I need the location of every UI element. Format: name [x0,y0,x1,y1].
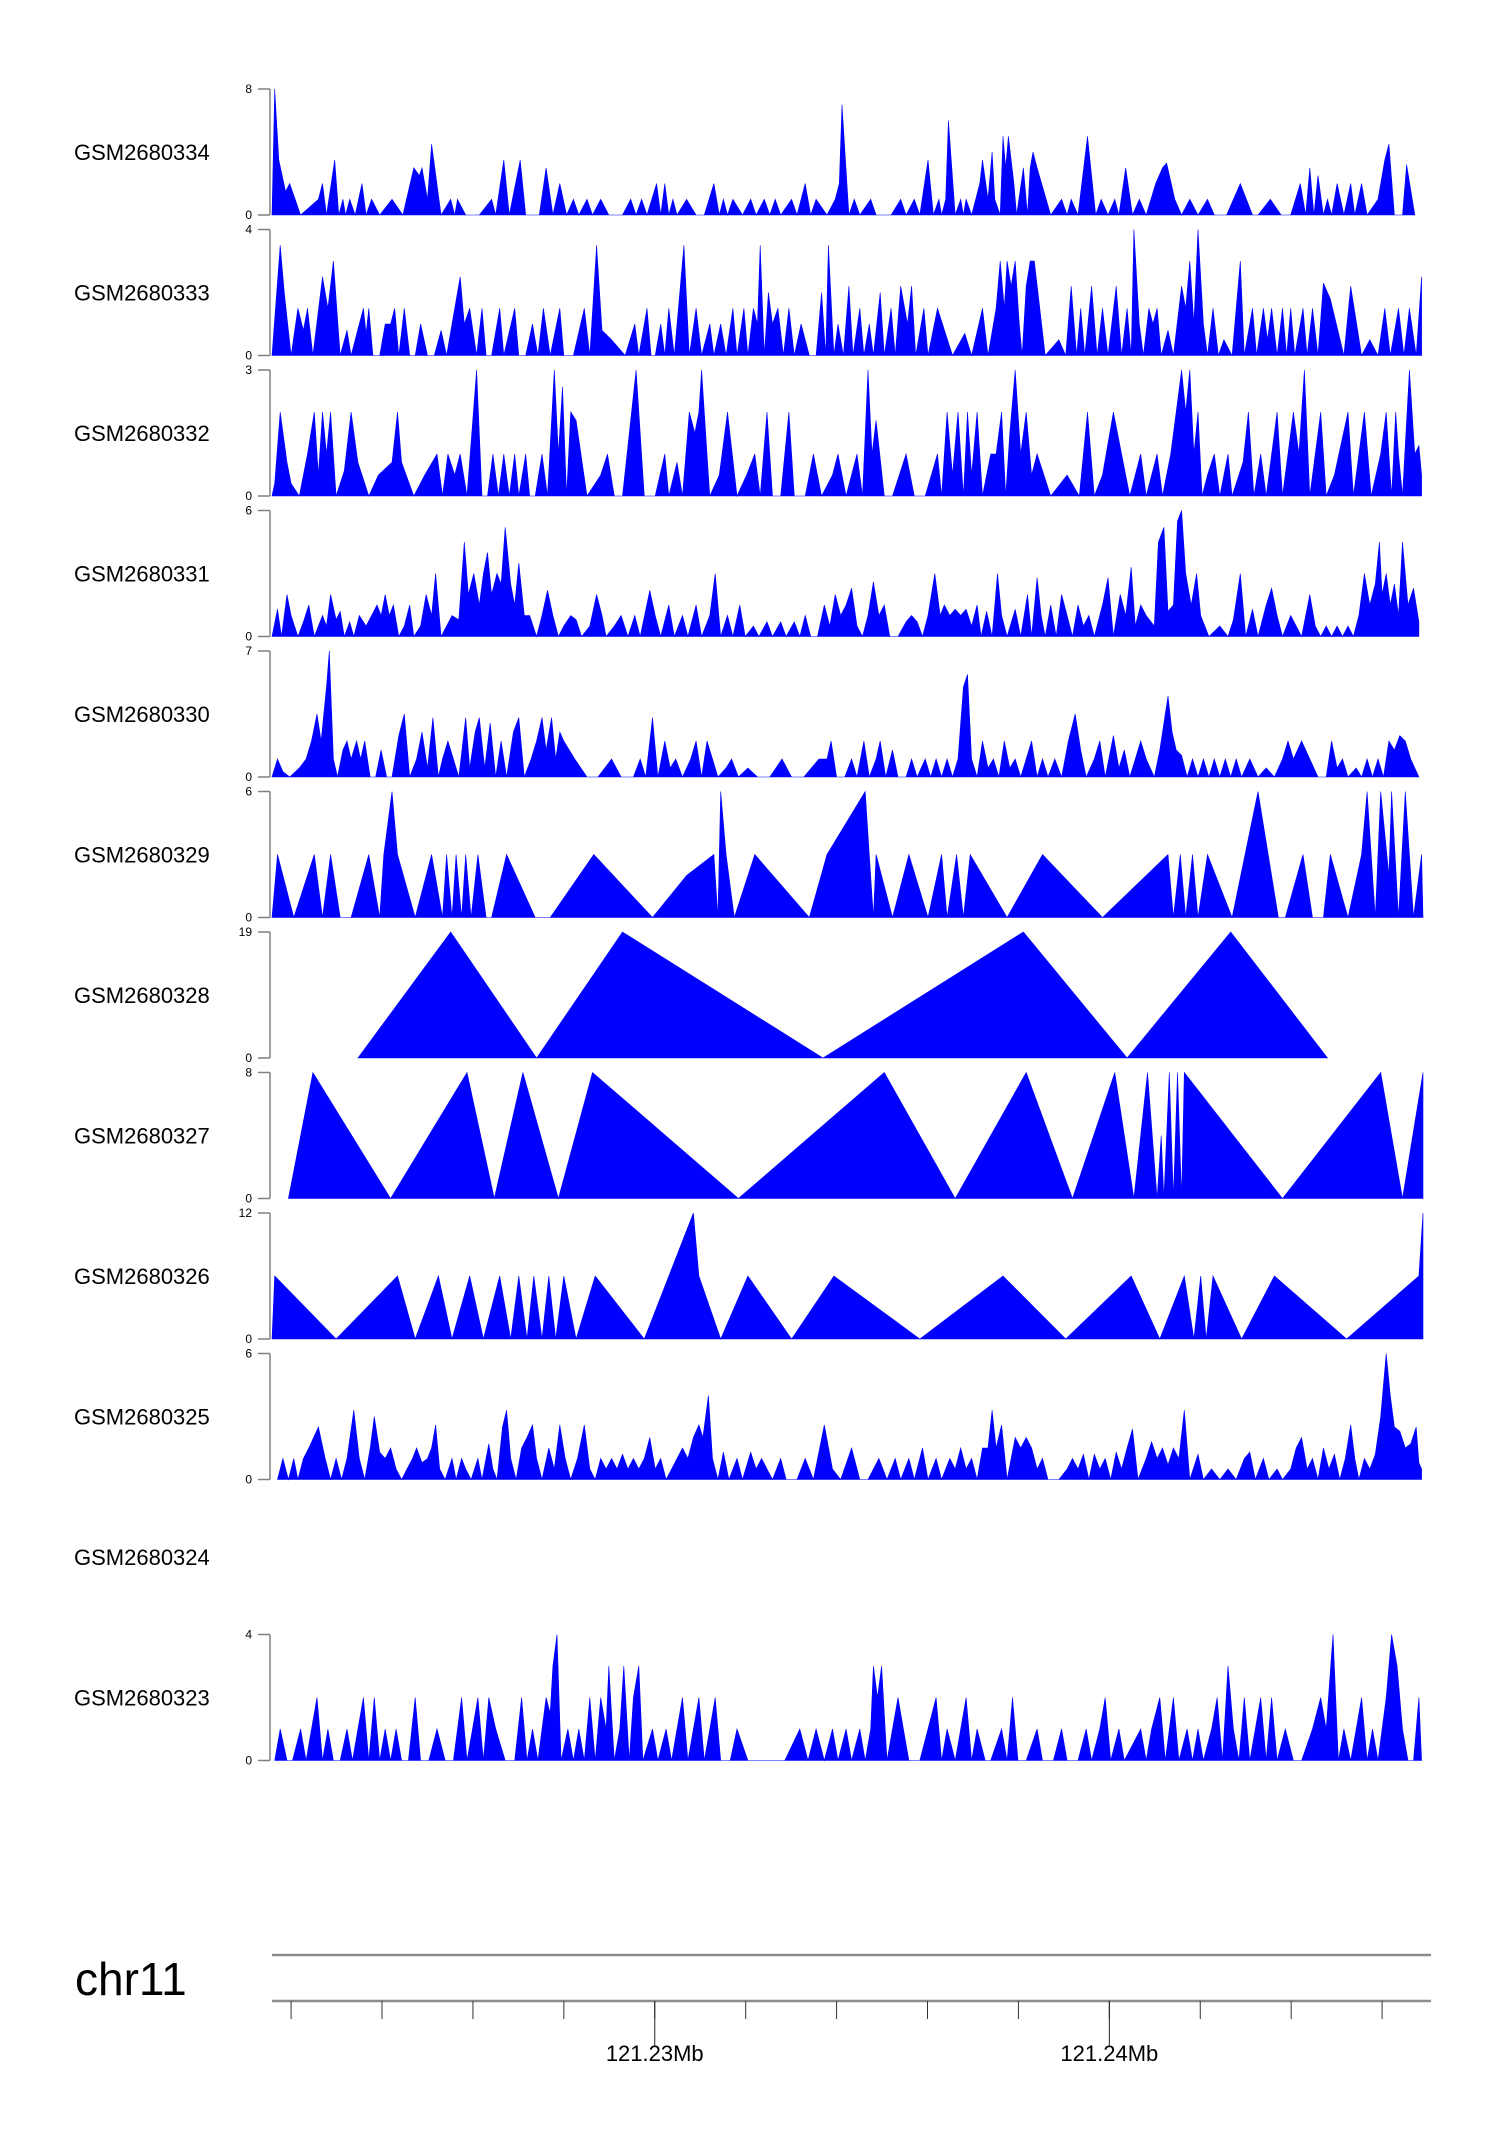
genome-ticks: 121.23Mb 121.24Mb [290,2001,1383,2066]
y-tick-label: 0 [245,630,252,644]
coverage-area [271,88,1416,217]
track-GSM2680325: GSM2680325 6 0 [74,1347,1422,1487]
track-label: GSM2680329 [74,843,210,868]
track-label: GSM2680326 [74,1264,210,1289]
track-GSM2680330: GSM2680330 7 0 [74,644,1420,784]
coverage-area [277,1353,1422,1481]
y-tick-label: 0 [245,208,252,222]
y-tick-label: 0 [245,1473,252,1487]
track-GSM2680331: GSM2680331 6 0 [74,504,1420,644]
y-tick-label: 8 [245,82,252,96]
y-tick-label: 0 [245,489,252,503]
y-tick-label: 6 [245,785,252,799]
track-GSM2680326: GSM2680326 12 0 [74,1206,1424,1346]
track-label: GSM2680323 [74,1686,210,1711]
track-label: GSM2680324 [74,1545,210,1570]
y-tick-label: 0 [245,1192,252,1206]
y-tick-label: 7 [245,644,252,658]
y-tick-label: 19 [239,925,253,939]
y-tick-label: 6 [245,1347,252,1361]
y-tick-label: 4 [245,223,252,237]
y-tick-label: 8 [245,1066,252,1080]
y-tick-label: 0 [245,911,252,925]
track-GSM2680332: GSM2680332 3 0 [74,363,1422,503]
track-label: GSM2680325 [74,1405,210,1430]
y-tick-label: 3 [245,363,252,377]
track-GSM2680323: GSM2680323 4 0 [74,1628,1422,1768]
coverage-area [271,790,1424,919]
track-label: GSM2680331 [74,562,210,587]
coverage-area [271,229,1422,357]
coverage-area [274,1634,1422,1762]
track-GSM2680333: GSM2680333 4 0 [74,223,1422,363]
track-GSM2680334: GSM2680334 8 0 [74,82,1416,222]
coverage-area [271,369,1422,498]
track-GSM2680329: GSM2680329 6 0 [74,785,1424,925]
coverage-area [357,931,1329,1059]
coverage-area [271,1212,1424,1340]
track-GSM2680327: GSM2680327 8 0 [74,1066,1424,1206]
track-GSM2680324: GSM2680324 [74,1545,210,1570]
track-label: GSM2680334 [74,140,210,165]
track-GSM2680328: GSM2680328 19 0 [74,925,1329,1065]
coverage-area [288,1071,1424,1200]
y-tick-label: 4 [245,1628,252,1642]
y-tick-label: 0 [245,349,252,363]
coverage-area [271,510,1420,638]
track-label: GSM2680328 [74,983,210,1008]
chromosome-label: chr11 [75,1953,187,2005]
y-tick-label: 0 [245,1051,252,1065]
y-tick-label: 0 [245,1754,252,1768]
coverage-area [271,650,1420,779]
y-tick-label: 0 [245,770,252,784]
coverage-tracks: GSM268033480GSM268033340GSM268033230GSM2… [74,82,1424,1768]
y-tick-label: 6 [245,504,252,518]
track-label: GSM2680330 [74,702,210,727]
y-tick-label: 0 [245,1332,252,1346]
major-tick-label: 121.23Mb [606,2041,704,2066]
track-label: GSM2680332 [74,421,210,446]
track-label: GSM2680333 [74,281,210,306]
genome-axis: chr11 121.23Mb 121.24Mb [75,1953,1431,2066]
major-tick-label: 121.24Mb [1060,2041,1158,2066]
y-tick-label: 12 [239,1206,253,1220]
track-label: GSM2680327 [74,1124,210,1149]
